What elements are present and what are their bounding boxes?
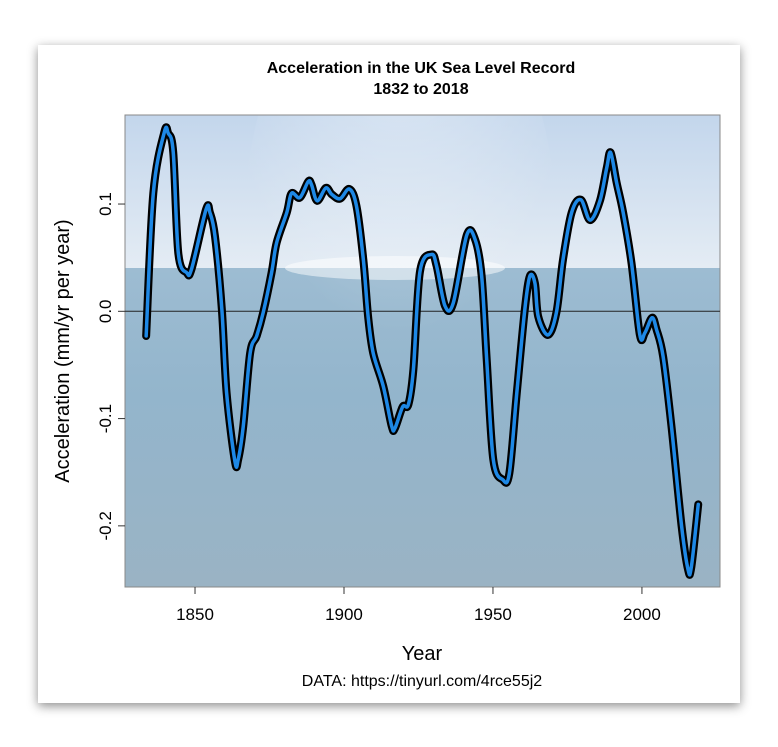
y-tick-label: -0.2 [96,511,115,540]
x-tick-label: 1950 [474,605,512,624]
y-axis-label: Acceleration (mm/yr per year) [52,219,74,482]
plot-frame [124,114,721,588]
chart-title: Acceleration in the UK Sea Level Record [267,60,576,77]
y-tick-label: 0.1 [96,192,115,216]
y-tick-label: -0.1 [96,404,115,433]
y-tick-label: 0.0 [96,299,115,323]
chart-subtitle: 1832 to 2018 [373,81,468,98]
x-tick-label: 2000 [623,605,661,624]
data-source-caption: DATA: https://tinyurl.com/4rce55j2 [302,673,542,690]
x-tick-label: 1850 [176,605,214,624]
x-axis-label: Year [402,643,443,665]
series-line [144,125,700,577]
x-tick-label: 1900 [325,605,363,624]
